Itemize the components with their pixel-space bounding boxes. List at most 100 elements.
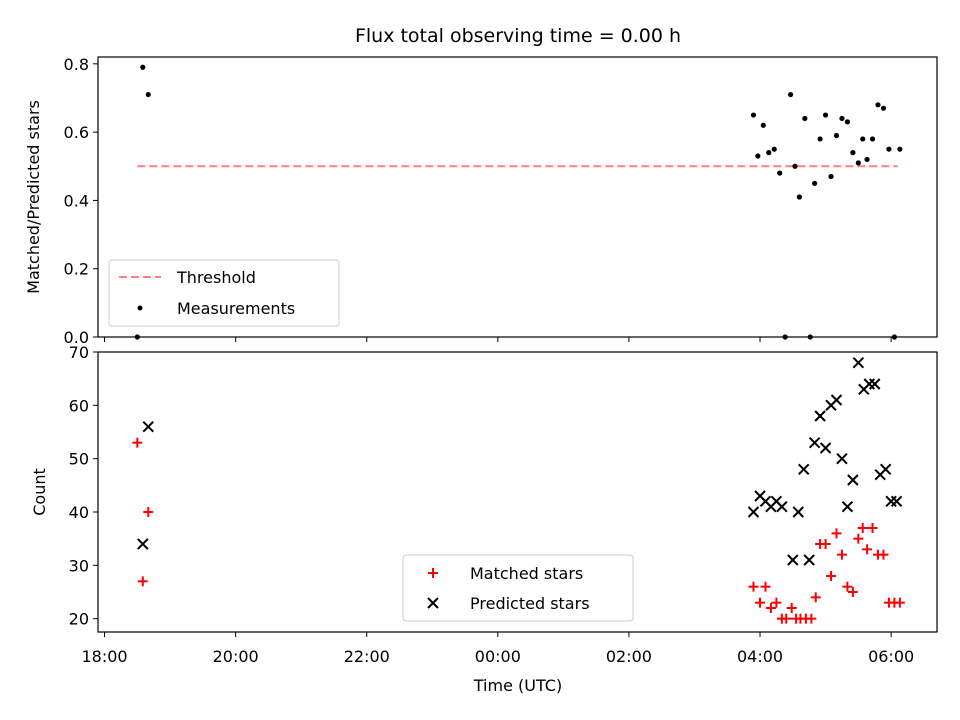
count-legend: Matched stars Predicted stars <box>402 554 634 622</box>
measurement-point <box>812 180 818 186</box>
matched-star-point <box>820 539 831 549</box>
predicted-star-point-b <box>776 500 788 513</box>
predicted-star-point-b <box>792 506 804 518</box>
matched-stars-legend-label: Matched stars <box>470 564 583 583</box>
matched-star-point <box>143 507 154 517</box>
predicted-star-point <box>747 506 760 518</box>
measurement-point <box>844 119 851 125</box>
matched-star-point <box>847 587 858 597</box>
measurement-point <box>755 153 761 159</box>
matched-star-point <box>786 603 797 613</box>
ratio-y-tick-label: 0.2 <box>64 260 89 279</box>
count-y-tick-label: 70 <box>69 343 89 362</box>
measurement-point <box>782 334 788 340</box>
predicted-star-point <box>830 394 843 406</box>
count-legend-box <box>402 554 634 622</box>
predicted-star-point-b <box>847 474 859 486</box>
measurement-point <box>833 132 840 139</box>
matched-star-point <box>831 528 842 539</box>
count-y-tick-label: 40 <box>69 503 89 522</box>
ratio-y-tick-label: 0.4 <box>64 191 89 210</box>
ratio-y-axis: 0.0 0.2 0.4 0.6 0.8 <box>64 55 98 347</box>
matched-star-point <box>760 581 771 592</box>
measurement-point <box>796 194 802 200</box>
matched-star-point <box>765 603 776 613</box>
predicted-star-point-b <box>814 410 826 422</box>
predicted-stars-legend-label: Predicted stars <box>470 594 590 613</box>
matched-star-point <box>771 597 782 608</box>
measurement-point <box>802 115 808 122</box>
measurement-point <box>864 156 870 163</box>
x-tick-label: 04:00 <box>737 647 783 666</box>
measurement-point <box>771 146 777 152</box>
predicted-star-point-b <box>819 442 832 454</box>
predicted-star-point-b <box>836 452 848 465</box>
x-axis-label: Time (UTC) <box>473 676 562 695</box>
predicted-star-point-b <box>747 506 760 518</box>
matched-star-point <box>755 597 766 608</box>
predicted-star-point-b <box>803 554 815 566</box>
predicted-stars-series <box>137 356 903 566</box>
ratio-legend-box <box>108 259 340 327</box>
predicted-star-point <box>798 463 810 476</box>
count-y-axis: 20 30 40 50 60 70 <box>69 343 98 629</box>
measurement-point <box>850 150 856 156</box>
predicted-star-point <box>137 538 149 550</box>
predicted-star-point <box>819 442 832 454</box>
x-tick-label: 22:00 <box>344 647 390 666</box>
predicted-star-point-b <box>830 394 843 406</box>
predicted-star-point <box>869 378 881 390</box>
ratio-x-axis <box>104 337 892 342</box>
matched-stars-series <box>132 437 905 624</box>
matched-star-point <box>806 613 817 624</box>
measurement-point <box>807 334 813 340</box>
measurement-point <box>792 163 798 169</box>
chart-title: Flux total observing time = 0.00 h <box>355 25 681 47</box>
predicted-star-point <box>142 420 154 433</box>
measurement-point <box>855 160 861 166</box>
matched-star-point <box>132 437 143 448</box>
predicted-star-point <box>879 463 892 476</box>
measurement-point <box>891 334 897 340</box>
predicted-legend-marker-b <box>427 597 439 609</box>
matched-legend-marker <box>428 568 438 578</box>
predicted-star-point-b <box>770 495 783 508</box>
predicted-star-point <box>808 436 821 449</box>
count-plot-area <box>97 351 938 633</box>
predicted-star-point-b <box>841 500 854 513</box>
measurement-point <box>828 173 834 180</box>
measurement-point <box>145 91 151 98</box>
predicted-star-point-b <box>879 463 892 476</box>
threshold-legend-label: Threshold <box>176 268 256 287</box>
ratio-y-tick-label: 0.8 <box>64 55 89 74</box>
predicted-star-point-b <box>137 538 149 550</box>
ratio-y-tick-label: 0.6 <box>64 123 89 142</box>
count-y-tick-label: 30 <box>69 556 89 575</box>
matched-star-point <box>842 581 853 592</box>
count-y-tick-label: 60 <box>69 396 89 415</box>
predicted-star-point-b <box>754 490 766 502</box>
predicted-star-point <box>792 506 804 518</box>
matched-star-point <box>867 523 878 533</box>
matched-star-point <box>878 549 889 560</box>
matched-star-point <box>836 549 847 560</box>
matched-star-point <box>810 592 821 603</box>
measurement-point <box>860 136 866 142</box>
x-tick-label: 18:00 <box>82 647 128 666</box>
predicted-star-point <box>890 495 903 508</box>
count-x-axis: 18:00 20:00 22:00 00:00 02:00 04:00 06:00 <box>82 632 914 666</box>
matched-star-point <box>826 571 837 581</box>
ratio-y-tick-label: 0.0 <box>64 328 89 347</box>
predicted-star-point-b <box>890 495 903 508</box>
measurement-point <box>134 334 140 340</box>
count-y-tick-label: 20 <box>69 610 89 629</box>
measurement-point <box>897 146 903 152</box>
matched-star-point <box>748 581 759 592</box>
predicted-star-point <box>852 356 865 369</box>
measurement-point <box>788 91 794 98</box>
measurement-point <box>760 122 766 128</box>
predicted-star-point-b <box>142 420 154 433</box>
predicted-star-point <box>885 495 897 508</box>
ratio-plot-area <box>97 56 938 338</box>
predicted-star-point-b <box>852 356 865 369</box>
